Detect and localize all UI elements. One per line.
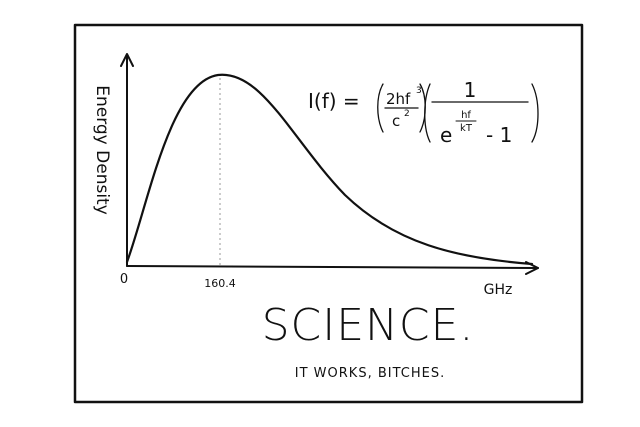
paren [377, 83, 384, 133]
formula-minus-one: - 1 [486, 123, 512, 147]
paren [531, 83, 539, 143]
formula-numerator: 2hf [386, 90, 411, 108]
comic-title: SCIENCE. [262, 300, 475, 351]
formula-one: 1 [464, 78, 477, 102]
formula-exp-den: kT [460, 123, 473, 134]
formula-exp-num: hf [461, 110, 471, 121]
formula: I(f) = 2hf 3 c 2 1 e hf kT - 1 [308, 78, 539, 147]
y-axis-arrow [120, 53, 134, 67]
x-axis [126, 265, 539, 269]
x-axis-label: GHz [484, 282, 513, 298]
x-origin-label: 0 [120, 272, 128, 287]
x-peak-label: 160.4 [204, 277, 236, 290]
planck-curve [125, 73, 534, 266]
comic-caption: IT WORKS, BITCHES. [295, 366, 445, 381]
panel-border [73, 23, 584, 404]
formula-numerator-exp: 3 [416, 86, 422, 96]
paren [424, 83, 431, 143]
formula-denominator: c [392, 112, 400, 130]
formula-base: e [440, 123, 452, 147]
y-axis-label: Energy Density [92, 85, 112, 215]
formula-denominator-exp: 2 [404, 109, 410, 119]
formula-lhs: I(f) = [308, 89, 360, 113]
